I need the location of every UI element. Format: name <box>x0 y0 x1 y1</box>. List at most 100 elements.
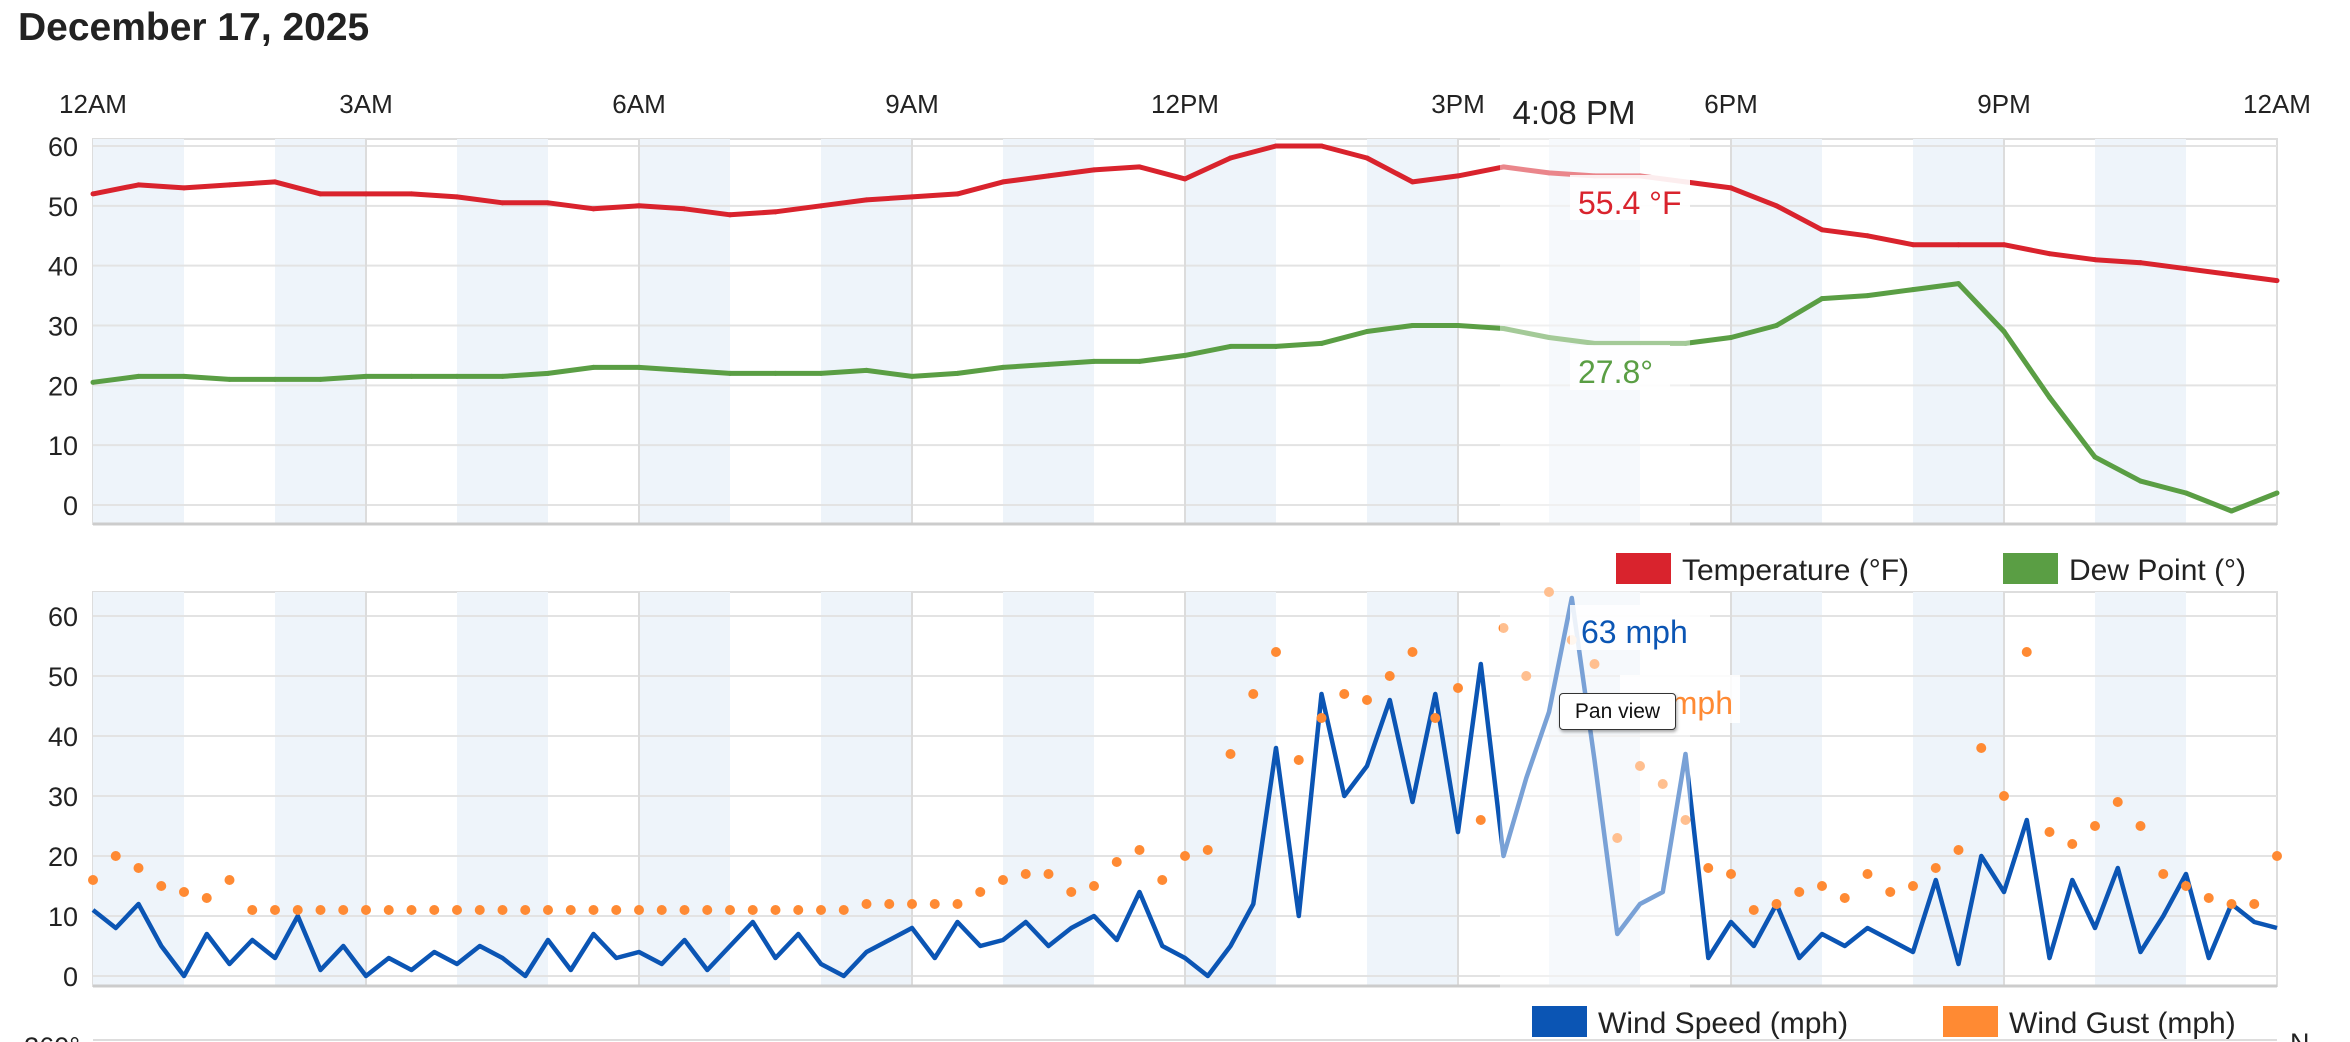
wind-gust-point <box>1180 851 1190 861</box>
temperature-point <box>1455 173 1461 179</box>
wind-gust-point <box>1908 881 1918 891</box>
dew-point-point <box>181 373 187 379</box>
wind-gust-point <box>1475 815 1486 825</box>
temperature-point <box>909 194 915 200</box>
temperature-point <box>454 194 460 200</box>
temperature-point <box>1091 167 1097 173</box>
wind-gust-point <box>1885 887 1896 897</box>
dew-point-point <box>2183 490 2189 496</box>
wind-gust-point <box>2158 869 2169 879</box>
dew-label-box <box>1570 345 1670 390</box>
dew-point-point <box>591 364 596 370</box>
x-tick-label: 12AM <box>2243 89 2311 119</box>
x-tick-label: 6PM <box>1704 89 1757 119</box>
y-tick-label: 20 <box>48 371 78 401</box>
wind-gust-point <box>793 905 804 915</box>
y-tick-label: 10 <box>48 431 78 461</box>
wind-gust-point <box>770 905 781 915</box>
dew-point-point <box>1683 340 1688 346</box>
temperature-point <box>2274 278 2280 284</box>
y-tick-label: 10 <box>48 902 78 932</box>
legend-wind-gust-label[interactable]: Wind Gust (mph) <box>2009 1007 2236 1040</box>
temperature-point <box>1273 143 1279 149</box>
legend-temperature-label[interactable]: Temperature (°F) <box>1682 554 1909 587</box>
wind-gust-point <box>816 905 826 915</box>
wind-gust-point <box>725 905 735 915</box>
wind-gust-point <box>520 905 531 915</box>
dew-point-point <box>1273 343 1279 349</box>
temperature-point <box>1364 155 1370 161</box>
dew-point-point <box>227 376 232 382</box>
dew-point-point <box>955 370 960 376</box>
hover-highlight <box>1500 100 1690 990</box>
wind-gust-point <box>2021 647 2032 657</box>
wind-gust-point <box>861 899 872 909</box>
wind-gust-point <box>611 905 622 915</box>
wind-gust-point <box>2135 821 2146 831</box>
tooltip-temperature: 55.4 °F <box>1578 185 1682 221</box>
temperature-point <box>272 179 278 185</box>
temperature-point <box>591 206 596 212</box>
wind-gust-point <box>110 851 121 861</box>
wind-gust-point <box>2249 899 2260 909</box>
wind-gust-point <box>975 887 986 897</box>
tooltip-time: 4:08 PM <box>1513 94 1636 131</box>
wind-gust-point <box>247 905 258 915</box>
hour-band <box>93 139 184 524</box>
wind-gust-point <box>497 905 508 915</box>
wind-gust-point <box>429 905 440 915</box>
legend-wind-speed-label[interactable]: Wind Speed (mph) <box>1598 1007 1848 1040</box>
wind-gust-point <box>1862 869 1873 879</box>
wind-gust-point <box>133 863 144 873</box>
legend-dew-point-label[interactable]: Dew Point (°) <box>2069 554 2246 587</box>
dew-point-point <box>682 367 687 373</box>
dew-point-point <box>454 373 460 379</box>
dew-point-point <box>1182 352 1188 358</box>
wind-gust-point <box>1271 647 1281 657</box>
wind-gust-point <box>406 905 417 915</box>
tooltip-wind-speed: 63 mph <box>1581 614 1688 650</box>
dew-point-point <box>1046 361 1051 367</box>
temperature-point <box>636 203 642 209</box>
wind-gust-point <box>88 875 98 885</box>
wind-gust-point <box>1453 683 1463 693</box>
wind-label-box <box>1570 605 1710 650</box>
dew-point-point <box>909 373 915 379</box>
y-tick-label: 0 <box>63 962 78 992</box>
y-tick-label: 60 <box>48 602 78 632</box>
hour-band <box>1367 592 1458 986</box>
wind-gust-point <box>383 905 394 915</box>
wind-gust-point <box>1612 833 1623 843</box>
wind-speed-line[interactable] <box>91 595 2278 979</box>
dew-point-point <box>409 373 414 379</box>
temperature-point <box>90 191 96 197</box>
wind-gust-point <box>1202 845 1213 855</box>
temperature-point <box>818 203 824 209</box>
dew-point-point <box>1546 334 1552 340</box>
wind-gust-point <box>1521 671 1532 681</box>
wind-gust-point <box>838 905 849 915</box>
hour-band <box>639 139 730 524</box>
wind-gust-point <box>702 905 713 915</box>
page-title: December 17, 2025 <box>18 6 370 49</box>
hour-band <box>457 592 548 986</box>
next-chart-y-label: 360° <box>24 1032 80 1042</box>
temperature-point <box>2092 257 2098 263</box>
temperature-point <box>727 212 733 218</box>
wind-gust-point <box>565 905 576 915</box>
dew-point-point <box>1319 340 1324 346</box>
x-tick-label: 3AM <box>339 89 392 119</box>
wind-gust-point <box>747 905 758 915</box>
wind-gust-point <box>1339 689 1350 699</box>
wind-gust-point <box>1839 893 1850 903</box>
dew-point-point <box>1865 293 1870 299</box>
wind-gust-point <box>156 881 167 891</box>
wind-gust-point <box>1999 791 2009 801</box>
wind-gust-point <box>1111 857 1122 867</box>
temperature-point <box>1865 233 1870 239</box>
wind-gust-point <box>2067 839 2078 849</box>
hour-band <box>2095 592 2186 986</box>
temperature-point <box>1956 242 1961 248</box>
dew-point-point <box>136 373 141 379</box>
